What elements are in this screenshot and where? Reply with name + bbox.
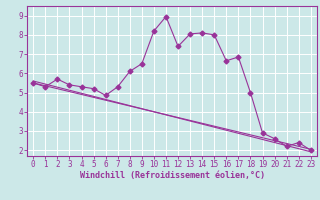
X-axis label: Windchill (Refroidissement éolien,°C): Windchill (Refroidissement éolien,°C) [79,171,265,180]
